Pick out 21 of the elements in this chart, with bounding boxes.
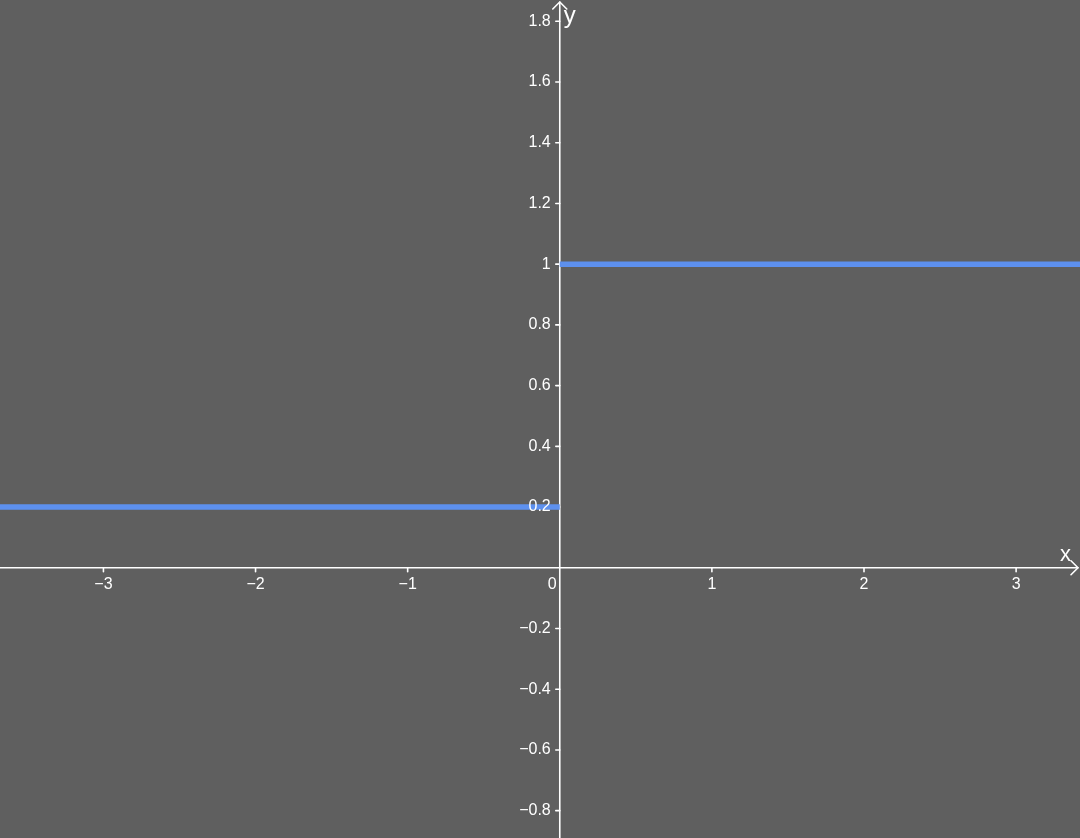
y-tick-label: −0.8	[519, 801, 551, 819]
y-axis-title: y	[563, 0, 576, 28]
x-tick-label: 3	[1011, 575, 1021, 593]
y-tick-label: −0.2	[519, 618, 551, 636]
y-tick-label: 0.4	[528, 436, 551, 454]
y-tick-label: −0.4	[519, 679, 551, 697]
x-tick-label: 1	[707, 575, 717, 593]
y-tick-label: 0.6	[528, 376, 551, 394]
x-axis-title: x	[1060, 540, 1071, 566]
x-tick-label: 0	[547, 575, 557, 593]
x-tick-label: 2	[859, 575, 869, 593]
y-tick-label: 1.2	[528, 193, 551, 211]
x-tick-label: −1	[398, 575, 417, 593]
y-tick-label: 0.8	[528, 315, 551, 333]
y-tick-label: 1.8	[528, 11, 551, 29]
y-tick-label: 1	[541, 254, 551, 272]
x-tick-label: −2	[246, 575, 265, 593]
y-tick-label: 1.4	[528, 133, 551, 151]
x-tick-label: −3	[94, 575, 113, 593]
y-tick-label: 1.6	[528, 72, 551, 90]
y-tick-label: −0.6	[519, 740, 551, 758]
